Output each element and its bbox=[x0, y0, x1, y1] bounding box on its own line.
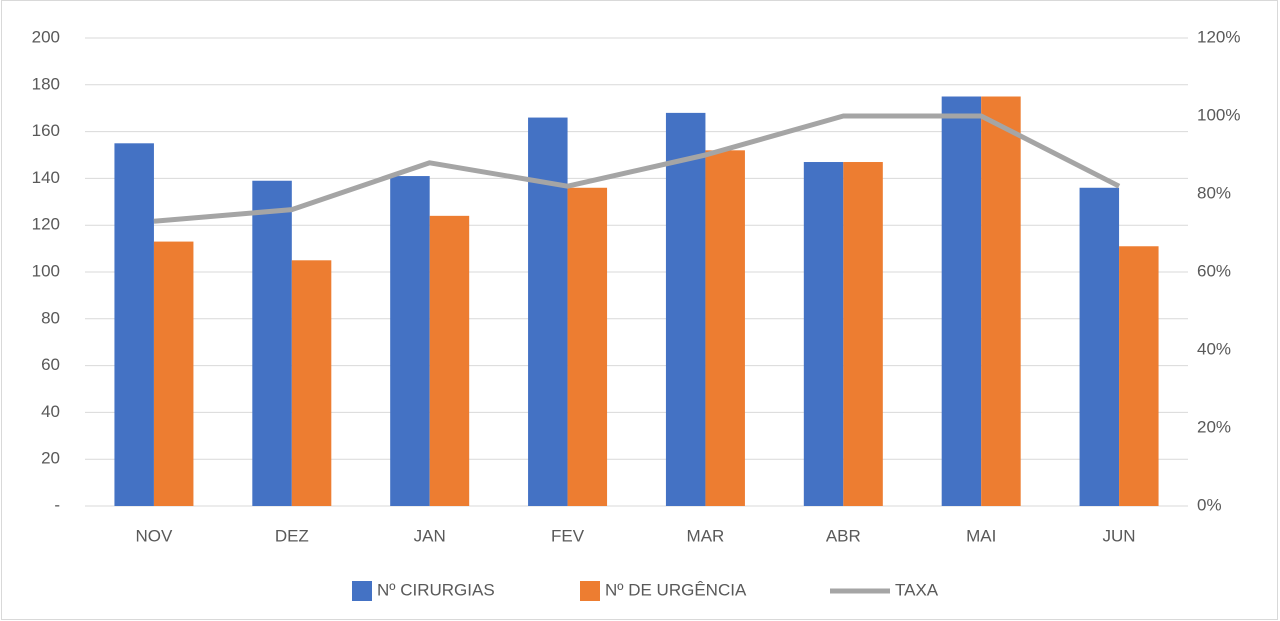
bar bbox=[528, 117, 568, 506]
legend-swatch bbox=[580, 581, 600, 601]
bar bbox=[429, 215, 470, 506]
legend-label: Nº DE URGÊNCIA bbox=[605, 580, 747, 599]
y2-tick-label: 60% bbox=[1197, 261, 1231, 280]
y-tick-label: 160 bbox=[32, 121, 60, 140]
bar bbox=[705, 150, 745, 506]
y2-tick-label: 20% bbox=[1197, 417, 1231, 436]
x-tick-label: NOV bbox=[136, 526, 174, 545]
x-tick-label: JAN bbox=[414, 526, 446, 545]
y-tick-label: 140 bbox=[32, 168, 60, 187]
x-tick-label: JUN bbox=[1103, 526, 1136, 545]
y-tick-label: 200 bbox=[32, 27, 60, 46]
bar bbox=[941, 96, 982, 506]
bar bbox=[1119, 246, 1159, 506]
bar bbox=[291, 260, 332, 506]
x-tick-label: MAI bbox=[966, 526, 996, 545]
legend-label: TAXA bbox=[895, 580, 939, 599]
y-tick-label: 60 bbox=[41, 355, 60, 374]
bar bbox=[114, 143, 154, 507]
bar bbox=[153, 241, 194, 506]
bar bbox=[843, 162, 883, 506]
bar bbox=[981, 96, 1021, 506]
legend-label: Nº CIRURGIAS bbox=[377, 580, 495, 599]
y-tick-label: 20 bbox=[41, 449, 60, 468]
bar bbox=[1079, 187, 1120, 506]
bar bbox=[665, 112, 706, 506]
legend-swatch bbox=[352, 581, 372, 601]
bar bbox=[252, 180, 292, 507]
y2-tick-label: 80% bbox=[1197, 183, 1231, 202]
bar bbox=[803, 162, 844, 506]
y-tick-label: - bbox=[54, 495, 60, 514]
bar bbox=[390, 176, 430, 506]
y-tick-label: 40 bbox=[41, 402, 60, 421]
y2-tick-label: 100% bbox=[1197, 105, 1240, 124]
y-tick-label: 100 bbox=[32, 261, 60, 280]
x-tick-label: FEV bbox=[551, 526, 585, 545]
y2-tick-label: 0% bbox=[1197, 495, 1222, 514]
x-tick-label: MAR bbox=[687, 526, 725, 545]
y-tick-label: 120 bbox=[32, 215, 60, 234]
y-tick-label: 180 bbox=[32, 74, 60, 93]
x-tick-label: ABR bbox=[826, 526, 861, 545]
bar bbox=[567, 187, 608, 506]
x-tick-label: DEZ bbox=[275, 526, 309, 545]
y-tick-label: 80 bbox=[41, 308, 60, 327]
y2-tick-label: 120% bbox=[1197, 27, 1240, 46]
line bbox=[153, 113, 1121, 224]
y2-tick-label: 40% bbox=[1197, 339, 1231, 358]
